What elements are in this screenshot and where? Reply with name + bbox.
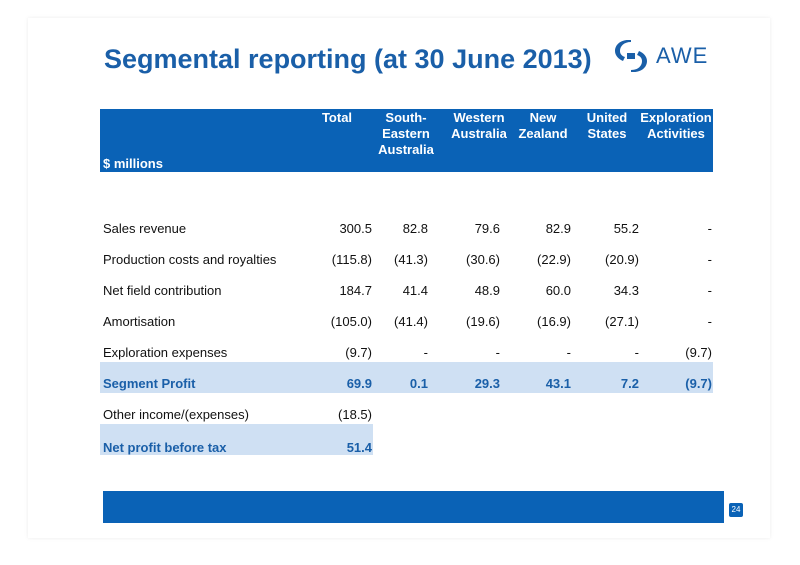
cell-united-states: 34.3	[613, 283, 639, 298]
cell-western-australia: (19.6)	[466, 314, 500, 329]
cell-total: (105.0)	[330, 314, 372, 329]
row-label: Exploration expenses	[103, 345, 228, 360]
cell-total: 51.4	[346, 440, 372, 455]
page-number: 24	[729, 503, 743, 517]
cell-south-eastern-australia: (41.3)	[394, 252, 428, 267]
page-title: Segmental reporting (at 30 June 2013)	[104, 44, 592, 74]
column-header-total: Total	[321, 110, 353, 125]
cell-exploration-activities: -	[707, 314, 712, 329]
cell-new-zealand: 60.0	[545, 283, 571, 298]
cell-western-australia: (30.6)	[466, 252, 500, 267]
cell-united-states: 7.2	[620, 376, 639, 391]
row-label: Net profit before tax	[103, 440, 227, 455]
column-header-new-zealand: New Zealand	[518, 110, 568, 141]
cell-south-eastern-australia: (41.4)	[394, 314, 428, 329]
cell-total: (115.8)	[331, 252, 372, 267]
table-row: Other income/(expenses) (18.5)	[100, 400, 713, 431]
row-label: Production costs and royalties	[103, 252, 277, 267]
table-row: Production costs and royalties (115.8) (…	[100, 245, 713, 276]
cell-exploration-activities: (9.7)	[685, 376, 712, 391]
cell-western-australia: 48.9	[474, 283, 500, 298]
row-label: Amortisation	[103, 314, 176, 329]
table-header-band	[100, 109, 713, 172]
row-label: Segment Profit	[103, 376, 196, 391]
cell-new-zealand: (22.9)	[537, 252, 571, 267]
cell-united-states: (20.9)	[605, 252, 639, 267]
cell-total: (9.7)	[345, 345, 372, 360]
table-row: Net field contribution 184.7 41.4 48.9 6…	[100, 276, 713, 307]
cell-exploration-activities: -	[707, 221, 712, 236]
table-row: Exploration expenses (9.7) - - - - (9.7)	[100, 338, 713, 369]
column-header-united-states: United States	[586, 110, 628, 141]
cell-united-states: 55.2	[613, 221, 639, 236]
cell-exploration-activities: -	[707, 252, 712, 267]
row-label: Net field contribution	[103, 283, 222, 298]
segment-profit-highlight	[100, 362, 713, 393]
column-header-south-eastern-australia: South- Eastern Australia	[378, 110, 434, 157]
cell-new-zealand: -	[566, 345, 571, 360]
cell-new-zealand: (16.9)	[537, 314, 571, 329]
units-label: $ millions	[103, 156, 163, 171]
cell-total: 69.9	[346, 376, 372, 391]
column-header-western-australia: Western Australia	[451, 110, 507, 141]
footer-band	[103, 491, 724, 523]
awe-logo-mark-icon	[615, 40, 647, 72]
column-header-exploration-activities: Exploration Activities	[640, 110, 712, 141]
cell-western-australia: 79.6	[474, 221, 500, 236]
cell-total: (18.5)	[338, 407, 372, 422]
logo-text: AWE	[656, 43, 709, 68]
cell-exploration-activities: -	[707, 283, 712, 298]
row-label: Other income/(expenses)	[103, 407, 249, 422]
cell-south-eastern-australia: 82.8	[402, 221, 428, 236]
table-row-net-profit: Net profit before tax 51.4	[100, 433, 713, 464]
cell-new-zealand: 43.1	[545, 376, 571, 391]
table-row: Amortisation (105.0) (41.4) (19.6) (16.9…	[100, 307, 713, 338]
cell-united-states: -	[634, 345, 639, 360]
company-logo: AWE	[614, 40, 708, 72]
cell-south-eastern-australia: -	[423, 345, 428, 360]
cell-new-zealand: 82.9	[545, 221, 571, 236]
cell-western-australia: 29.3	[474, 376, 500, 391]
cell-south-eastern-australia: 41.4	[402, 283, 428, 298]
cell-total: 184.7	[339, 283, 372, 298]
cell-total: 300.5	[339, 221, 372, 236]
row-label: Sales revenue	[103, 221, 187, 236]
table-row: Sales revenue 300.5 82.8 79.6 82.9 55.2 …	[100, 214, 713, 245]
cell-western-australia: -	[495, 345, 500, 360]
net-profit-highlight	[100, 424, 373, 455]
table-row-segment-profit: Segment Profit 69.9 0.1 29.3 43.1 7.2 (9…	[100, 369, 713, 400]
cell-exploration-activities: (9.7)	[685, 345, 712, 360]
cell-united-states: (27.1)	[605, 314, 639, 329]
cell-south-eastern-australia: 0.1	[409, 376, 428, 391]
